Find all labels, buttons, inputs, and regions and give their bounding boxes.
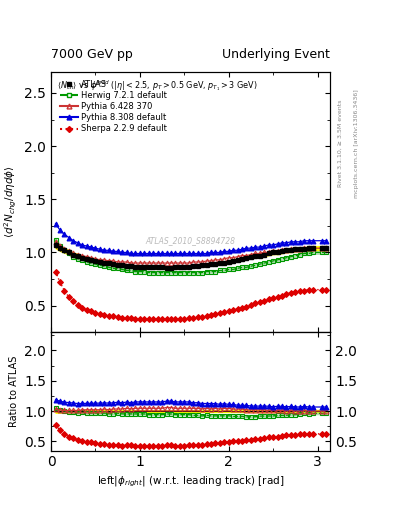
Text: Underlying Event: Underlying Event xyxy=(222,49,330,61)
Text: ATLAS_2010_S8894728: ATLAS_2010_S8894728 xyxy=(145,237,236,245)
Y-axis label: $\langle d^2 N_{chg}/d\eta d\phi \rangle$: $\langle d^2 N_{chg}/d\eta d\phi \rangle… xyxy=(2,165,19,238)
Text: 7000 GeV pp: 7000 GeV pp xyxy=(51,49,133,61)
Text: Rivet 3.1.10, ≥ 3.5M events: Rivet 3.1.10, ≥ 3.5M events xyxy=(338,100,343,187)
Y-axis label: Ratio to ATLAS: Ratio to ATLAS xyxy=(9,356,19,427)
X-axis label: left$|\phi_{right}|$ (w.r.t. leading track) [rad]: left$|\phi_{right}|$ (w.r.t. leading tra… xyxy=(97,475,284,489)
Text: $\langle N_{ch}\rangle$ vs $\phi^{lead}$ ($|\eta| < 2.5$, $p_T > 0.5$ GeV, $p_{T: $\langle N_{ch}\rangle$ vs $\phi^{lead}$… xyxy=(57,78,257,93)
Legend: ATLAS, Herwig 7.2.1 default, Pythia 6.428 370, Pythia 8.308 default, Sherpa 2.2.: ATLAS, Herwig 7.2.1 default, Pythia 6.42… xyxy=(58,78,169,135)
Text: mcplots.cern.ch [arXiv:1306.3436]: mcplots.cern.ch [arXiv:1306.3436] xyxy=(354,89,359,198)
